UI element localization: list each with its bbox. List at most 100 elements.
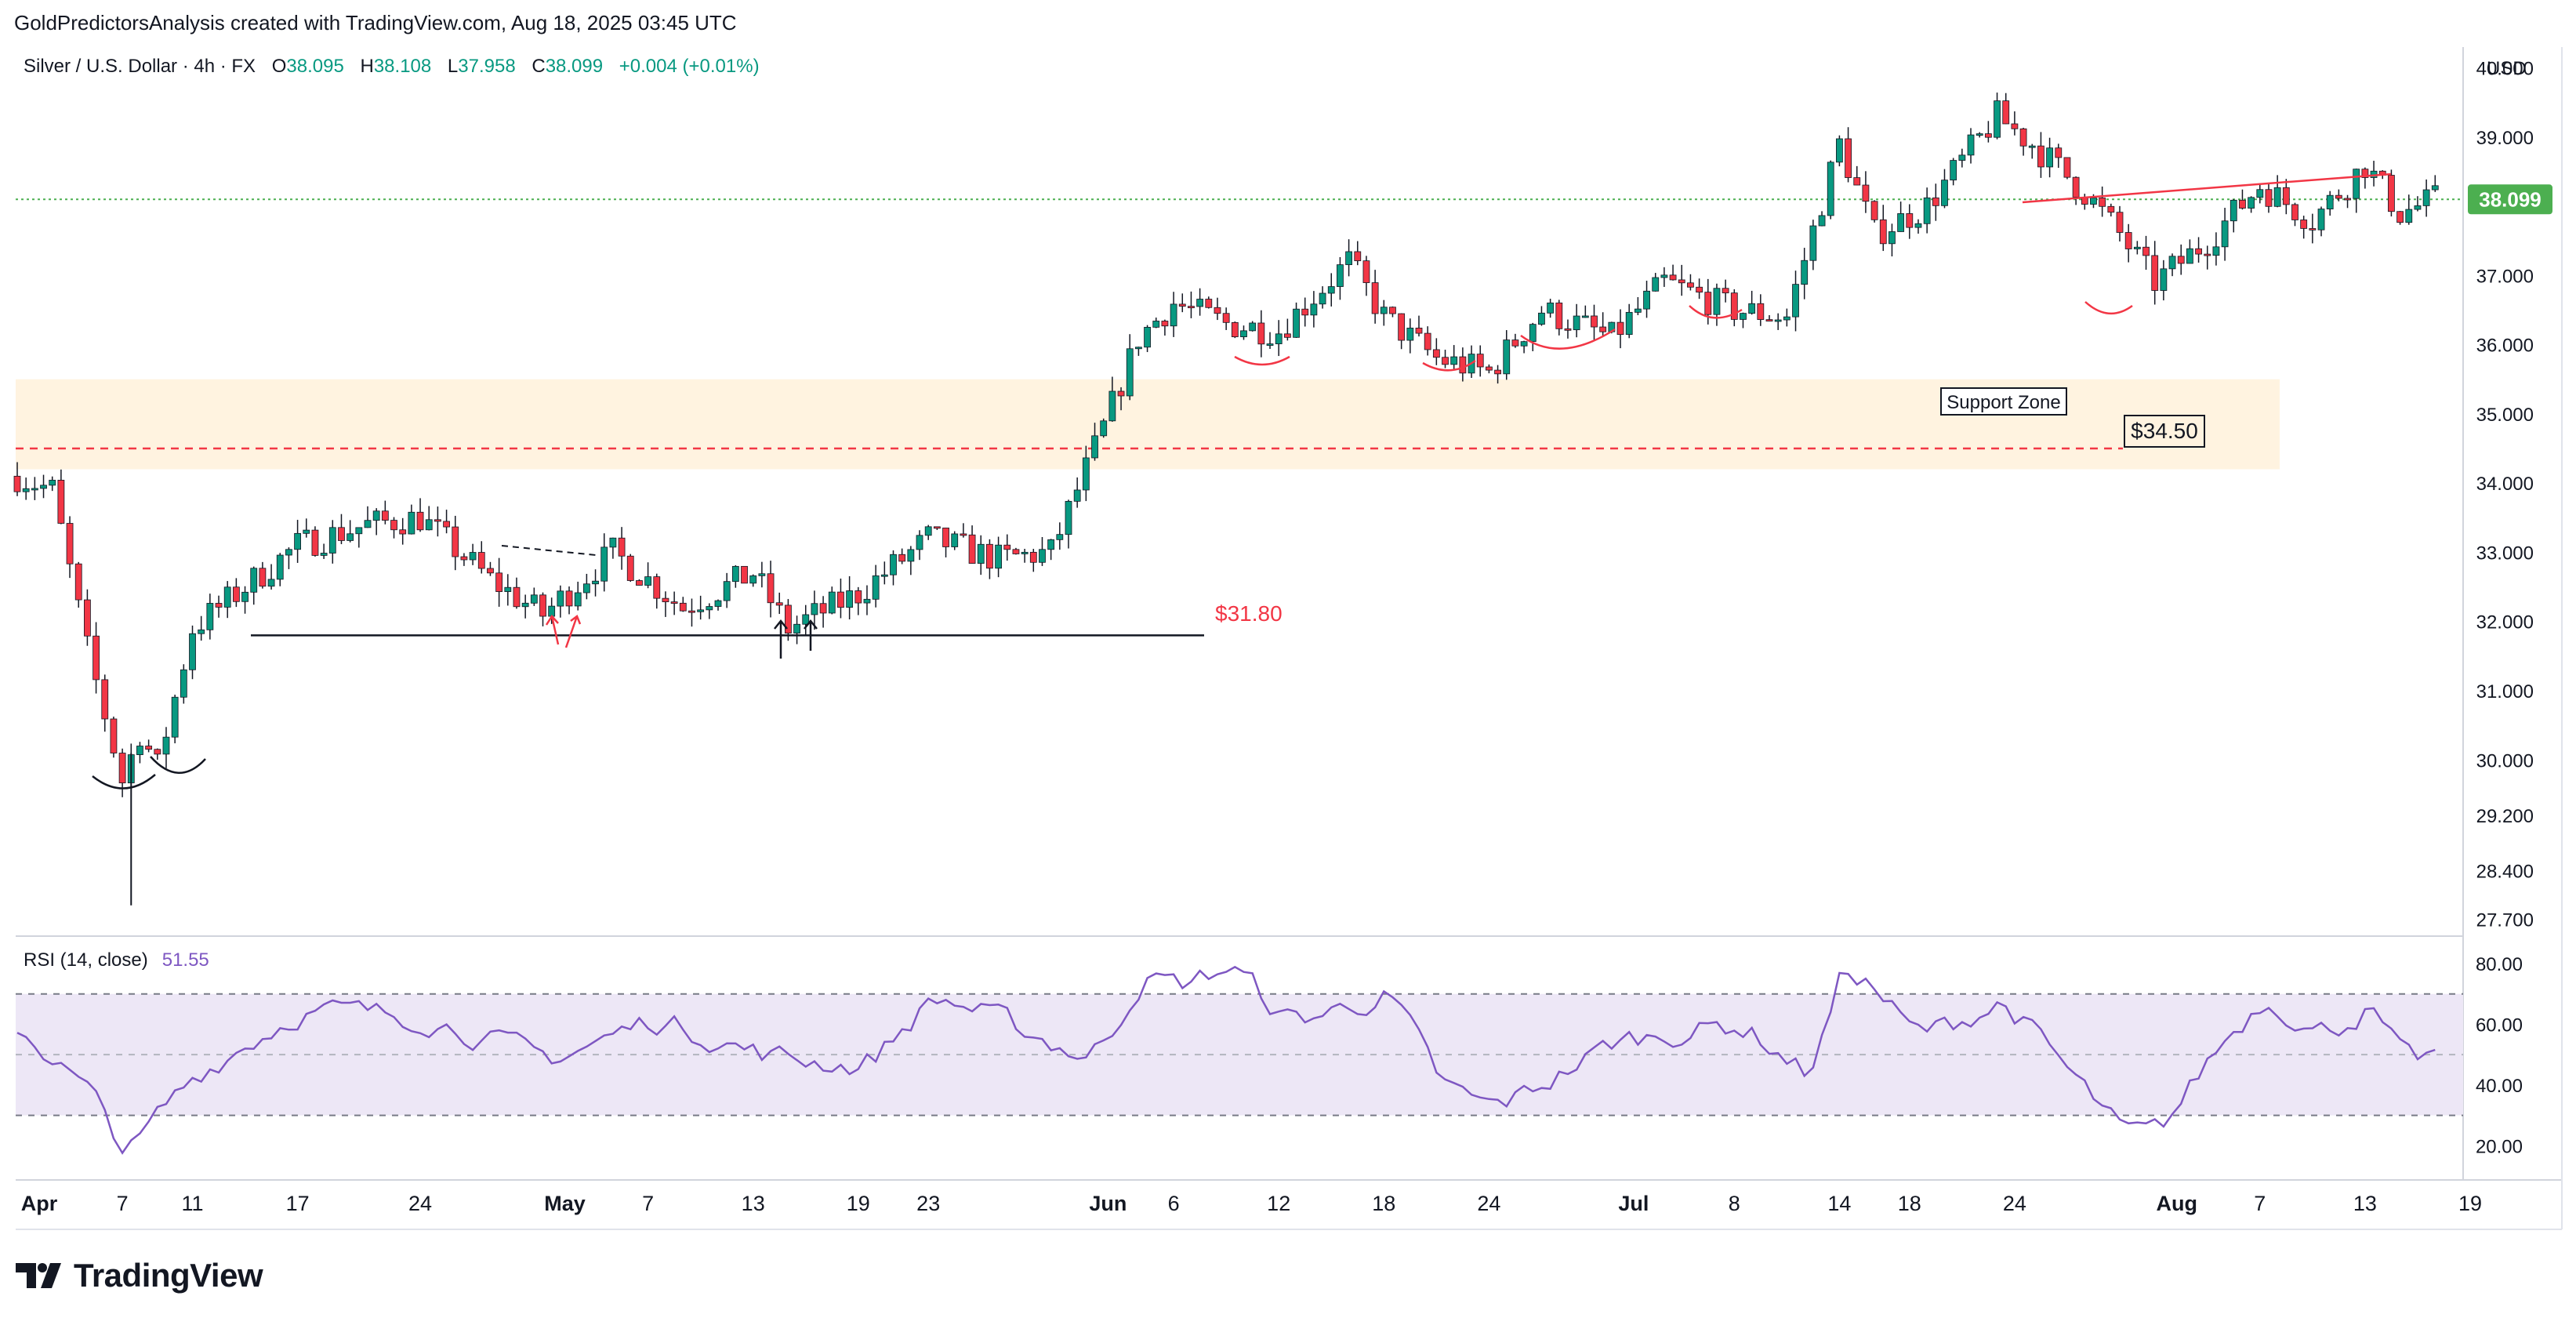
candle-body: [40, 485, 47, 489]
candle-body: [1345, 251, 1352, 266]
candle-body: [2396, 211, 2404, 223]
candle-body: [2133, 246, 2141, 249]
candle-body: [57, 480, 65, 524]
candle-body: [1845, 138, 1852, 178]
candle-body: [1293, 308, 1300, 338]
candle-body: [2177, 256, 2185, 264]
candle-body: [2431, 185, 2439, 191]
candle-body: [1941, 180, 1948, 206]
time-tick-label: 18: [1898, 1192, 1921, 1215]
candles-group: [13, 93, 2439, 906]
candle-body: [968, 534, 976, 564]
time-tick-label: 23: [916, 1192, 940, 1215]
candle-body: [2107, 205, 2115, 213]
candle-body: [741, 565, 748, 584]
candle-body: [1082, 457, 1090, 491]
support-zone-label: Support Zone: [1940, 387, 2067, 416]
tradingview-wordmark: TradingView: [74, 1257, 263, 1294]
candle-body: [1222, 313, 1230, 323]
bottom-arc-6: [1689, 305, 1743, 319]
candle-body: [1730, 292, 1738, 320]
candle-body: [1660, 274, 1668, 278]
candle-body: [443, 521, 450, 528]
candle-body: [2239, 199, 2246, 209]
candle-body: [1652, 277, 1660, 292]
candle-body: [477, 552, 485, 569]
neckline-dash: [501, 545, 597, 556]
candle-body: [1634, 308, 1642, 313]
time-tick-label: 17: [286, 1192, 310, 1215]
candle-body: [697, 609, 705, 612]
candle-body: [1906, 213, 1914, 228]
candle-body: [2335, 194, 2342, 199]
candle-body: [1214, 307, 1221, 314]
time-tick-label: 11: [181, 1192, 203, 1215]
candle-body: [2028, 145, 2036, 148]
candle-body: [2195, 248, 2202, 255]
bottom-arc-7: [2084, 301, 2133, 315]
rsi-tick-label: 60.00: [2476, 1015, 2523, 1036]
candle-body: [1958, 154, 1966, 161]
candle-body: [1818, 215, 1826, 227]
candle-body: [1564, 328, 1572, 331]
candle-body: [2046, 147, 2054, 168]
candle-body: [933, 526, 941, 529]
candle-body: [995, 544, 1002, 569]
candle-body: [1188, 306, 1195, 309]
candle-body: [1380, 307, 1388, 314]
tradingview-logo[interactable]: TradingView: [16, 1256, 263, 1295]
candle-body: [1354, 251, 1362, 262]
candle-body: [2072, 176, 2080, 198]
candle-body: [854, 590, 862, 604]
time-tick-label: 7: [642, 1192, 654, 1215]
candle-body: [1161, 321, 1169, 327]
candle-body: [215, 603, 223, 608]
candle-body: [574, 592, 582, 607]
candle-body: [1669, 274, 1677, 281]
candle-body: [539, 594, 546, 617]
candle-body: [872, 575, 880, 600]
candle-body: [2212, 246, 2220, 256]
candle-body: [390, 520, 397, 531]
candle-body: [346, 533, 354, 541]
time-tick-label: 24: [408, 1192, 432, 1215]
candle-body: [1994, 100, 2001, 138]
candle-body: [2124, 232, 2132, 249]
price-tick-label: 36.000: [2476, 336, 2534, 357]
candle-body: [811, 603, 818, 615]
time-tick-label: 13: [2353, 1192, 2377, 1215]
candle-body: [582, 583, 590, 594]
bottom-arc-2: [150, 756, 206, 774]
candle-body: [2168, 256, 2176, 270]
candle-body: [1976, 133, 1983, 136]
candle-body: [1547, 302, 1555, 314]
candle-body: [714, 600, 722, 607]
candle-body: [1486, 366, 1493, 371]
candle-body: [530, 594, 538, 604]
time-tick-label: 8: [1729, 1192, 1740, 1215]
candle-body: [460, 556, 468, 561]
time-tick-label: 12: [1267, 1192, 1290, 1215]
price-tick-label: 29.200: [2476, 806, 2534, 827]
candle-body: [626, 555, 634, 581]
price-tick-label: 35.000: [2476, 405, 2534, 426]
candle-body: [960, 533, 967, 536]
candle-body: [565, 590, 573, 607]
candle-body: [2230, 199, 2237, 222]
candle-body: [2414, 205, 2422, 210]
price-tick-label: 37.000: [2476, 266, 2534, 287]
time-tick-label: Aug: [2156, 1192, 2197, 1215]
candle-body: [495, 572, 503, 593]
candle-body: [434, 519, 441, 522]
candle-body: [1529, 324, 1537, 343]
candle-body: [162, 736, 170, 755]
candle-body: [1809, 225, 1817, 261]
candle-body: [1616, 321, 1624, 336]
price-tick-label: 28.400: [2476, 862, 2534, 883]
candle-body: [2256, 189, 2264, 198]
time-tick-label: 7: [117, 1192, 129, 1215]
attribution-text: GoldPredictorsAnalysis created with Trad…: [14, 11, 737, 34]
candle-body: [267, 579, 275, 587]
candle-body: [1065, 500, 1072, 535]
candle-body: [2142, 246, 2150, 256]
